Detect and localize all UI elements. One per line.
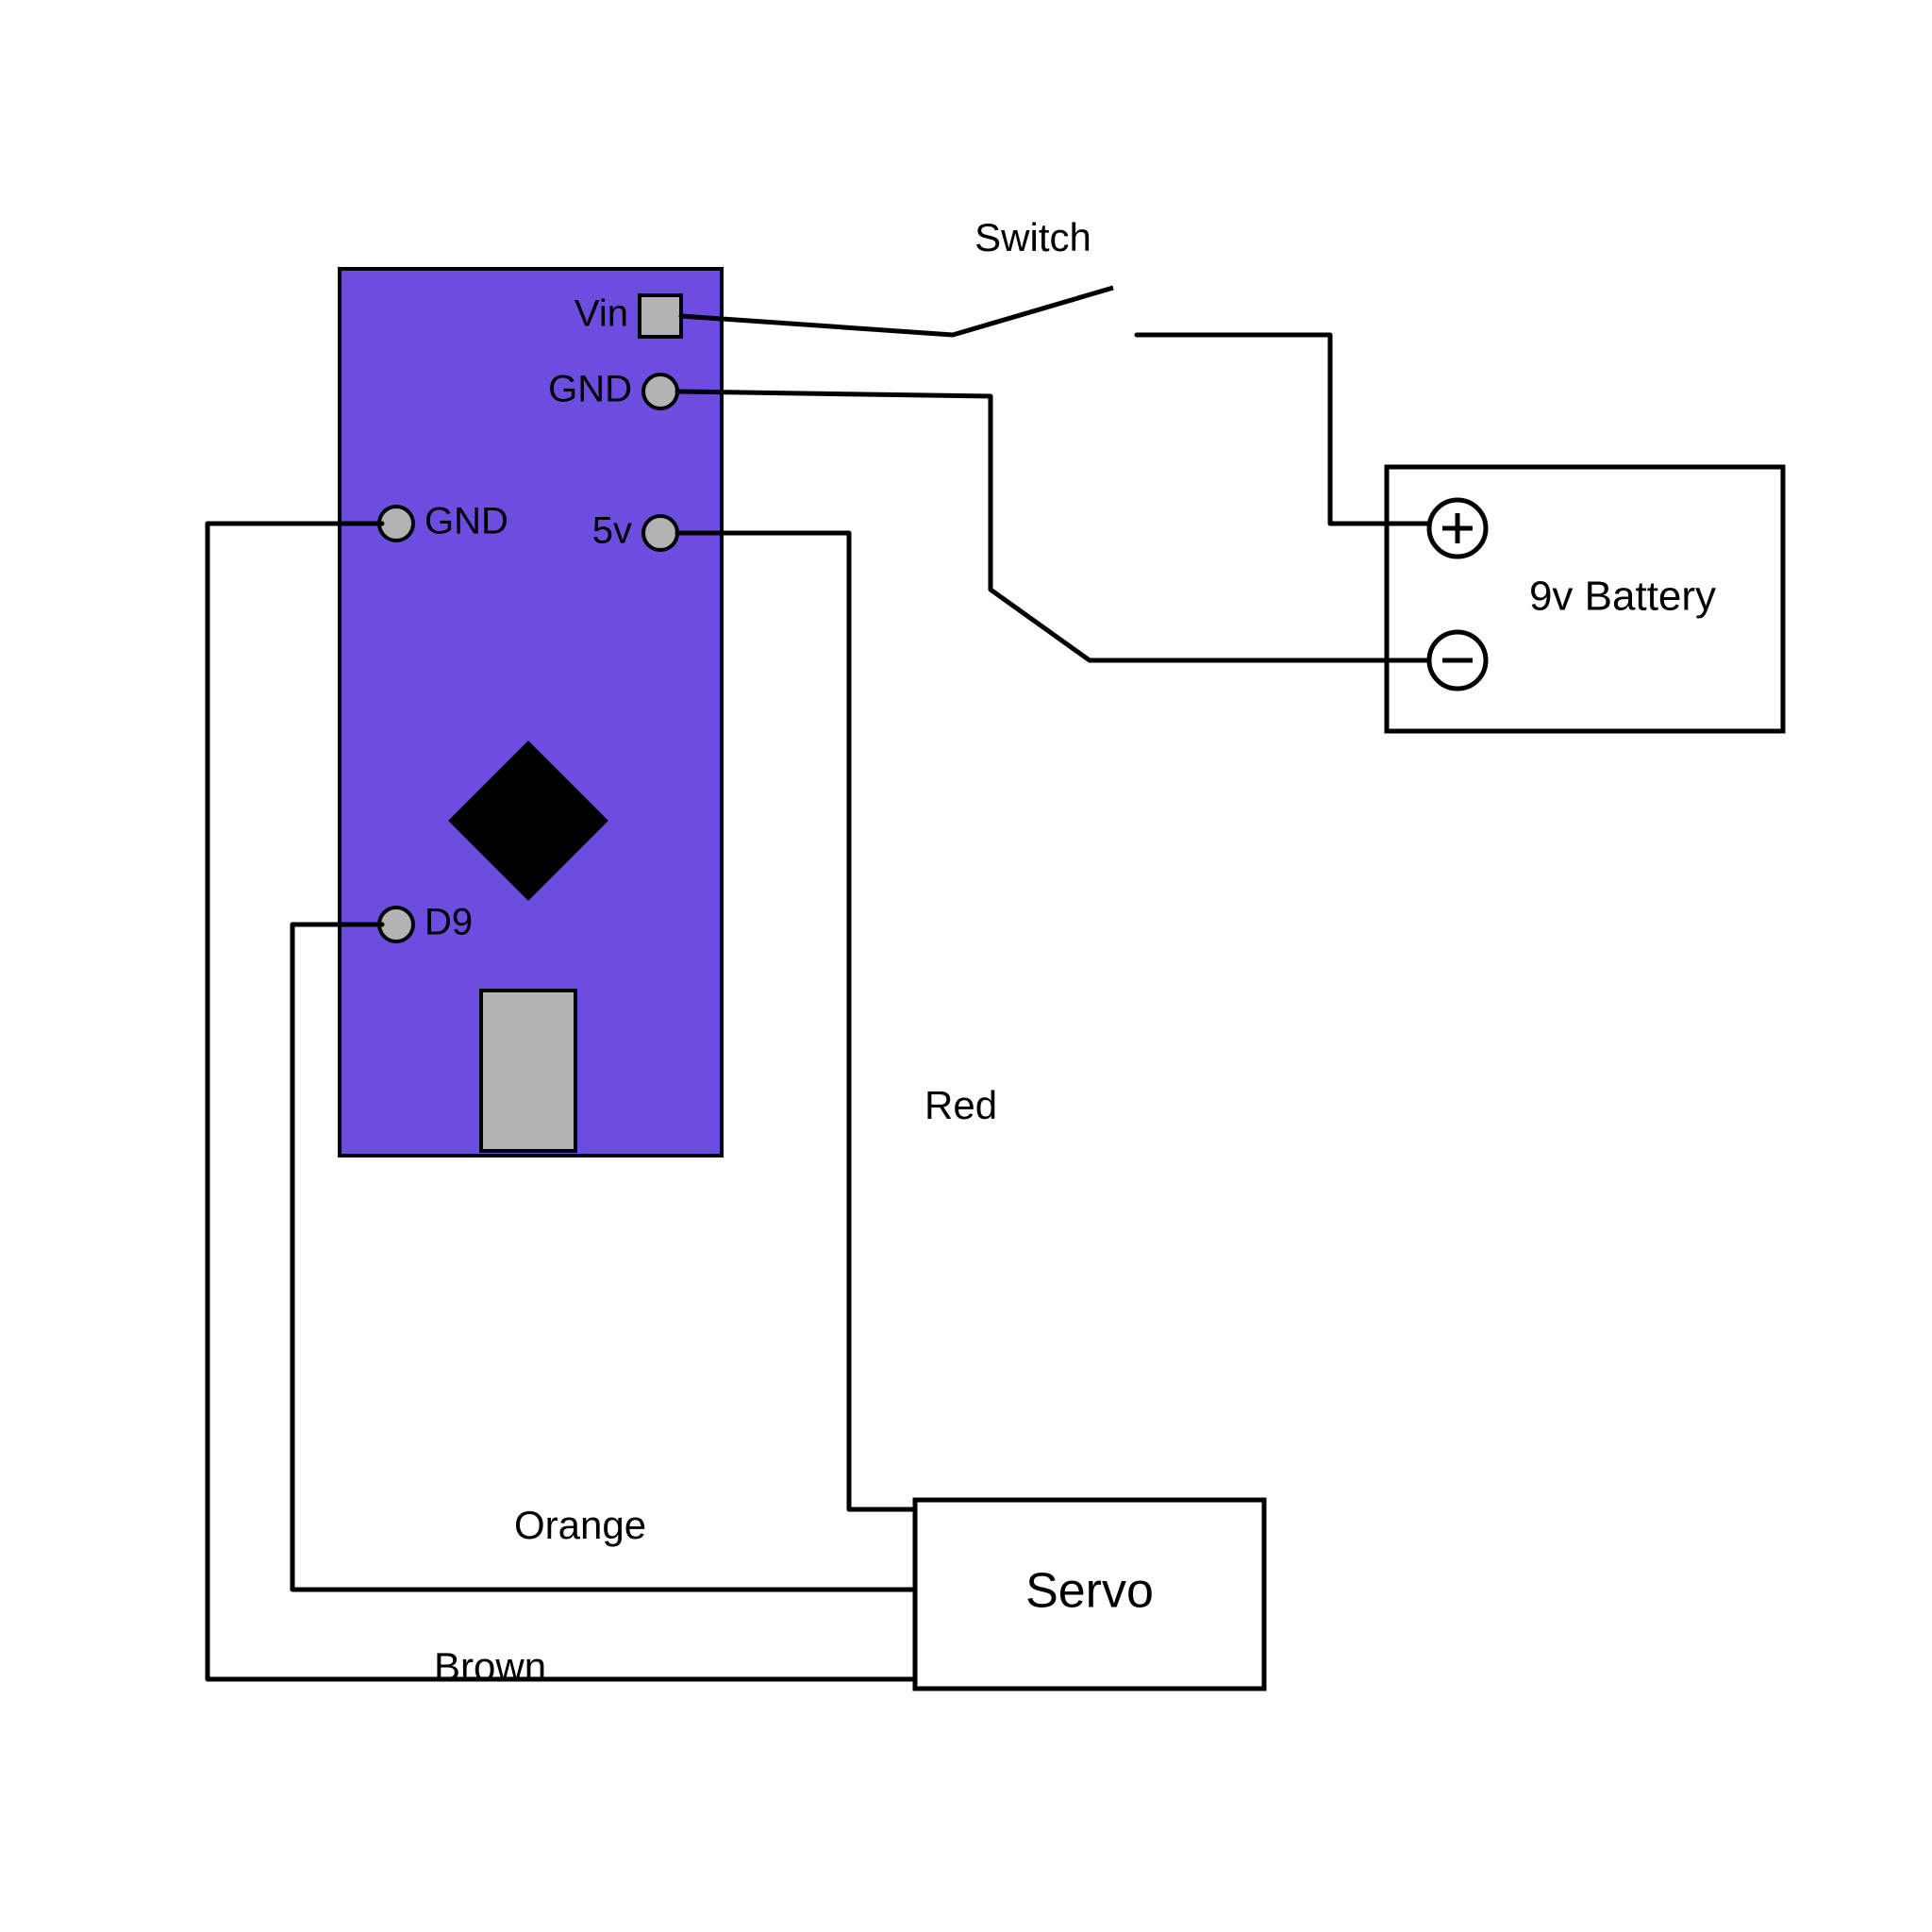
switch-label: Switch [974, 215, 1091, 259]
wire-label-brown: Brown [434, 1644, 546, 1689]
usb-port-icon [481, 991, 575, 1151]
servo-label: Servo [1025, 1564, 1154, 1619]
pin-gnd-right-label: GND [548, 369, 632, 410]
wire-gnd-to-battery-minus [677, 391, 1427, 660]
pin-gnd-right [643, 375, 677, 408]
wire-label-red: Red [924, 1083, 997, 1127]
pin-d9-label: D9 [425, 902, 473, 943]
pin-vin-label: Vin [575, 293, 628, 335]
pin-5v-label: 5v [592, 510, 632, 552]
wire-label-orange: Orange [514, 1503, 646, 1547]
pin-gnd-left-label: GND [425, 501, 508, 542]
switch-lever [953, 288, 1113, 335]
pin-5v [643, 516, 677, 550]
pin-vin [640, 295, 681, 337]
battery-label: 9v Battery [1529, 574, 1716, 620]
wire-switch-to-battery-plus [1137, 335, 1427, 524]
